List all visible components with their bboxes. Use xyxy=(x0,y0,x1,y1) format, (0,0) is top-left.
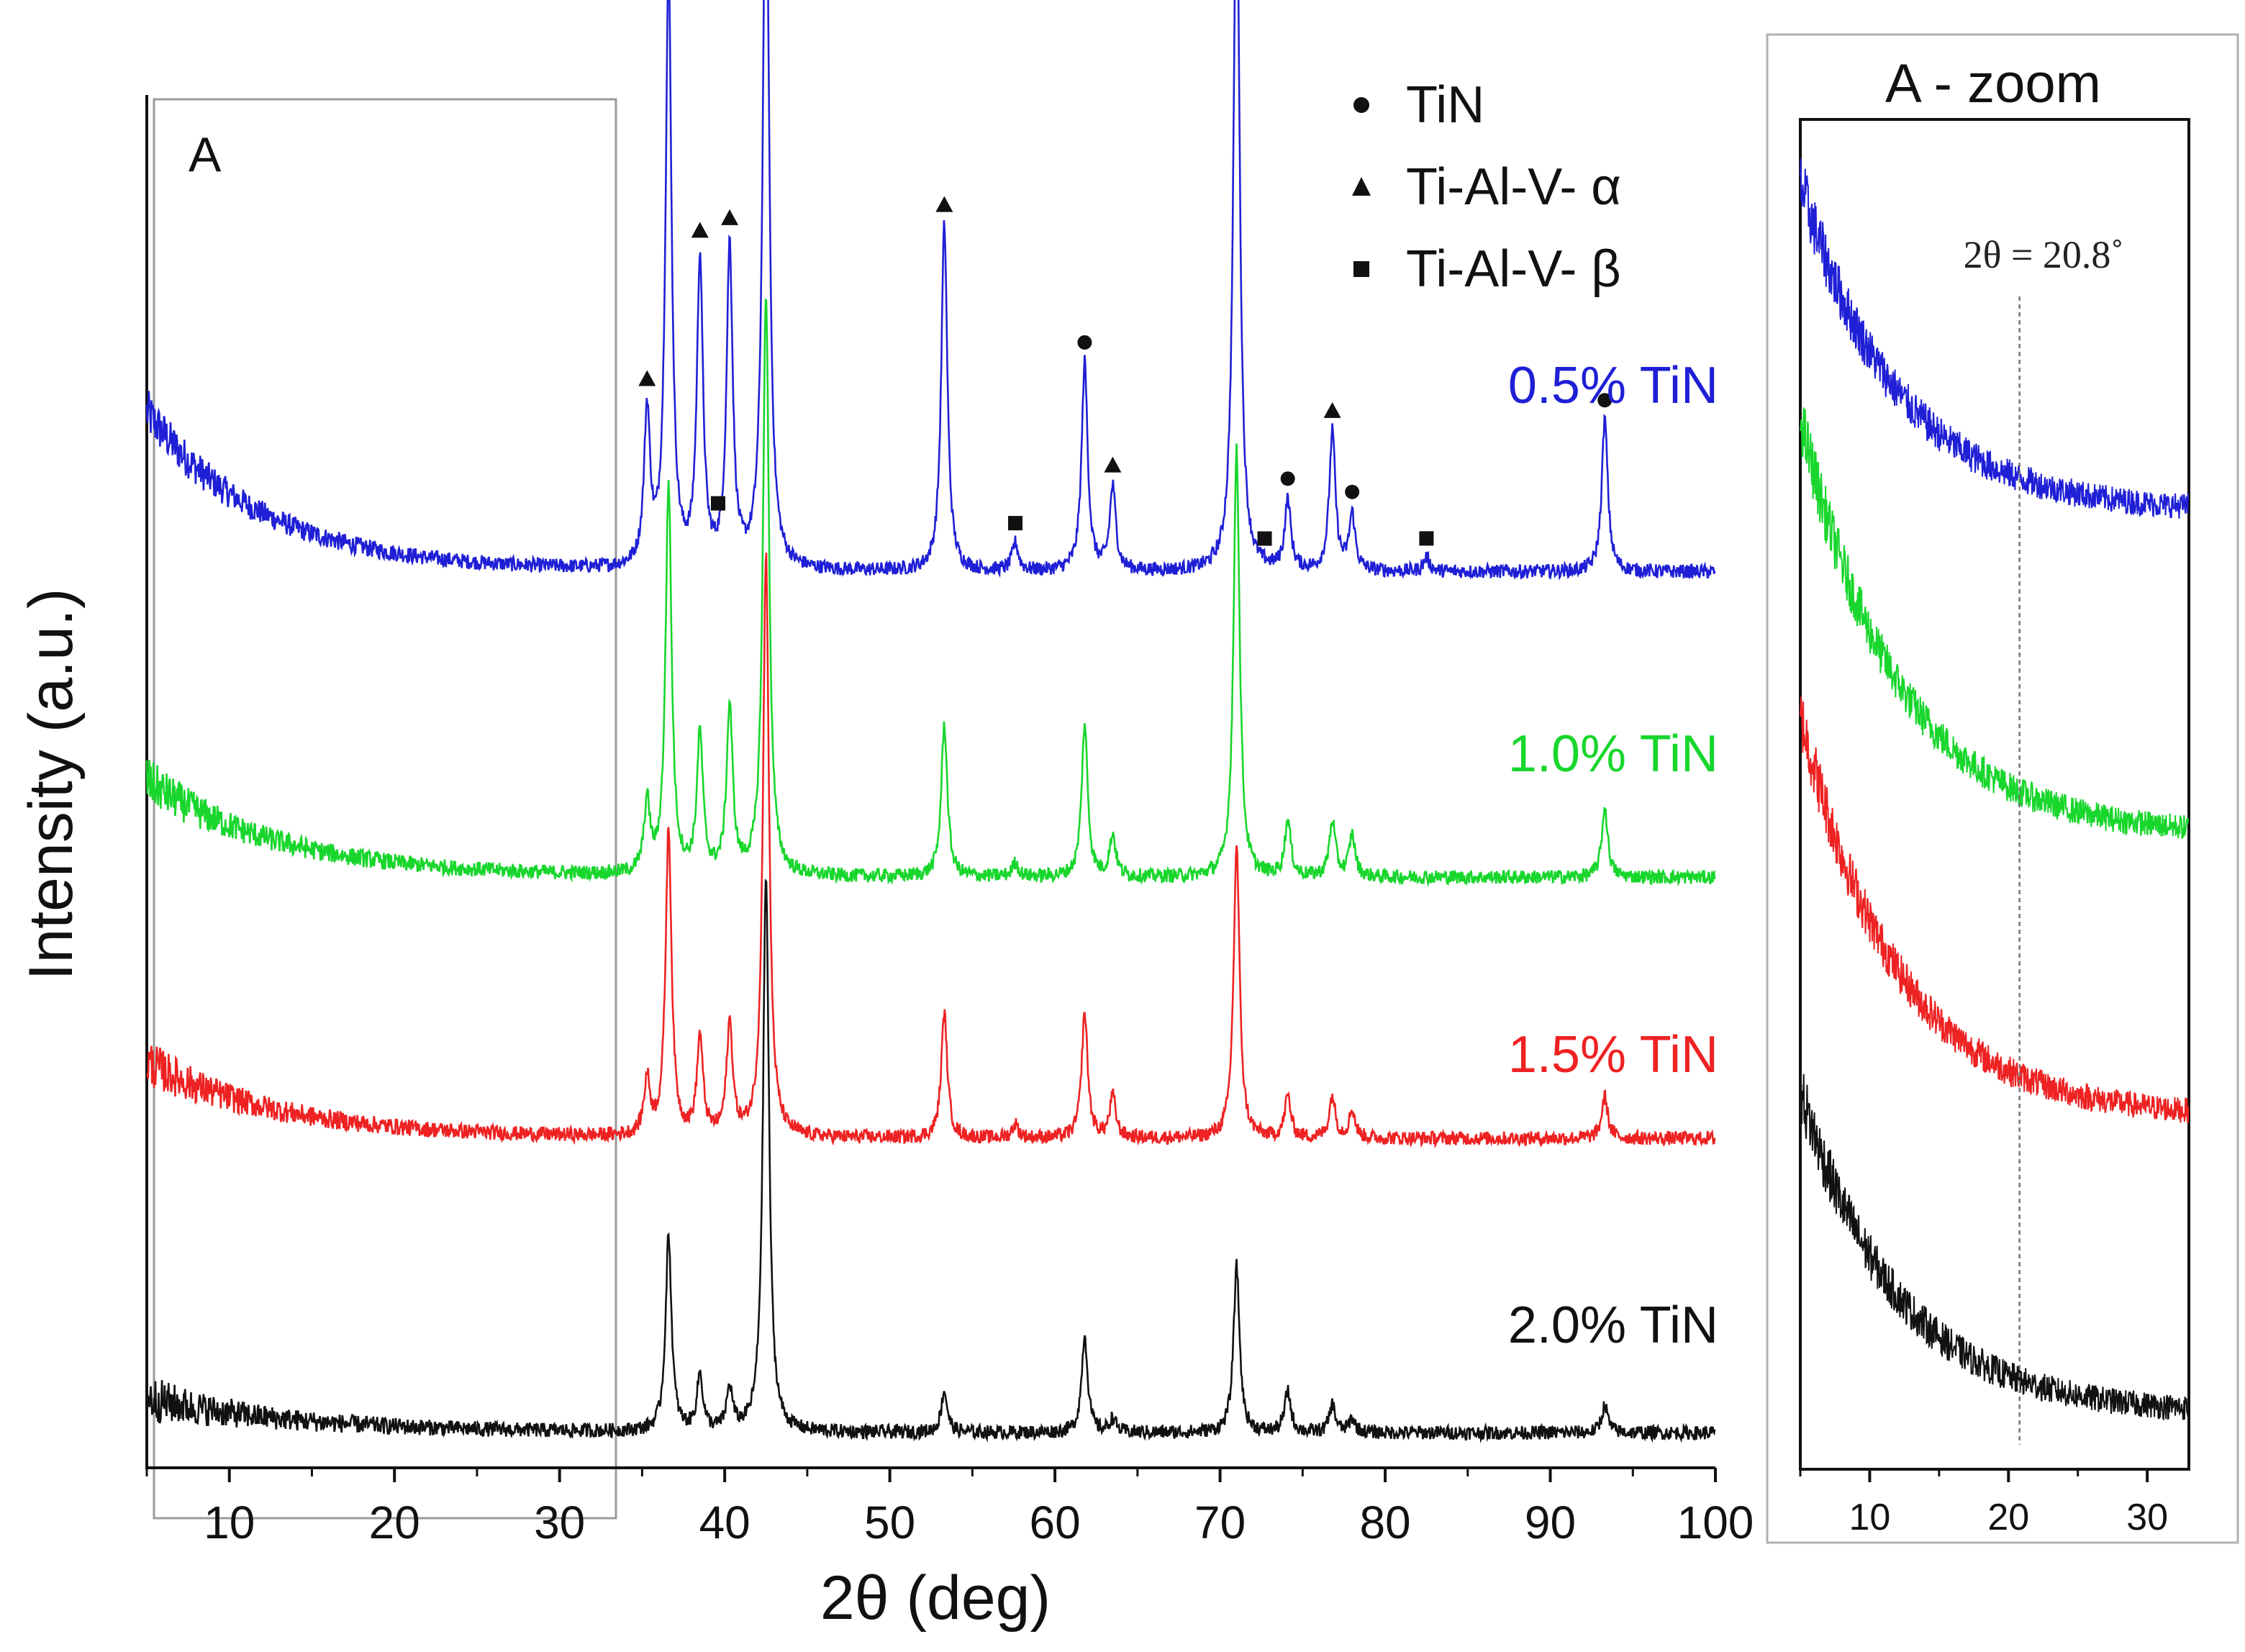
legend-label-0: TiN xyxy=(1406,76,1484,134)
x-tick-label-80: 80 xyxy=(1359,1497,1410,1548)
series-label-1: 1.0% TiN xyxy=(1508,725,1718,783)
x-tick-label-40: 40 xyxy=(699,1497,750,1548)
marker-triangle-35.3 xyxy=(638,370,656,386)
y-axis-label: Intensity (a.u.) xyxy=(17,589,86,981)
x-tick-label-90: 90 xyxy=(1525,1497,1576,1548)
marker-square-82.5 xyxy=(1419,531,1434,546)
trace-1-0-TiN xyxy=(145,298,1716,887)
x-tick-label-100: 100 xyxy=(1677,1497,1754,1548)
series-label-0: 0.5% TiN xyxy=(1508,357,1718,414)
x-tick-label-70: 70 xyxy=(1194,1497,1246,1548)
trace-2-0-TiN xyxy=(145,878,1716,1443)
series-label-3: 2.0% TiN xyxy=(1508,1297,1718,1354)
inset-trace-0-5-TiN xyxy=(1800,158,2190,519)
trace-1-5-TiN xyxy=(145,553,1716,1149)
x-axis-label: 2θ (deg) xyxy=(820,1564,1051,1633)
marker-circle-74.1 xyxy=(1280,471,1295,486)
inset-frame xyxy=(1766,33,2239,1544)
inset-title: A - zoom xyxy=(1885,53,2101,114)
marker-circle-61.8 xyxy=(1077,335,1092,350)
legend-symbol-circle xyxy=(1353,97,1369,113)
inset-trace-1-5-TiN xyxy=(1800,696,2190,1124)
marker-triangle-63.5 xyxy=(1104,456,1122,473)
marker-triangle-38.5 xyxy=(691,222,709,238)
legend-label-2: Ti-Al-V- β xyxy=(1406,240,1621,298)
x-tick-label-50: 50 xyxy=(864,1497,915,1548)
marker-square-57.6 xyxy=(1008,516,1023,531)
zoom-region-label: A xyxy=(189,127,222,182)
x-tick-label-30: 30 xyxy=(534,1497,585,1548)
x-tick-label-10: 10 xyxy=(204,1497,255,1548)
x-tick-label-60: 60 xyxy=(1030,1497,1081,1548)
series-labels: 0.5% TiN 1.0% TiN 1.5% TiN 2.0% TiN xyxy=(1508,357,1718,1354)
trace-0-5-TiN xyxy=(145,0,1716,581)
x-tick-label-20: 20 xyxy=(369,1497,420,1548)
legend: TiN Ti-Al-V- α Ti-Al-V- β xyxy=(1352,76,1621,298)
inset-x-ticks: 10 20 30 xyxy=(1799,1469,2168,1538)
inset-trace-2-0-TiN xyxy=(1800,1066,2190,1421)
marker-square-39.6 xyxy=(710,496,725,511)
inset-plot-box xyxy=(1799,118,2190,1471)
inset-tick-label-10: 10 xyxy=(1849,1497,1891,1538)
marker-triangle-76.8 xyxy=(1323,401,1341,418)
main-panel: A 10 20 30 40 50 60 70 80 90 100 0.5% TiN 1.0% TiN… xyxy=(17,0,1754,1633)
marker-triangle-40.3 xyxy=(721,209,739,225)
inset-panel: A - zoom 10 20 30 2θ = 20.8˚ xyxy=(1766,33,2239,1544)
marker-triangle-53.3 xyxy=(935,196,953,212)
legend-symbol-square xyxy=(1353,261,1369,277)
series-label-2: 1.5% TiN xyxy=(1508,1026,1718,1084)
legend-symbol-triangle xyxy=(1352,177,1371,196)
marker-circle-93.3 xyxy=(1597,393,1613,408)
x-ticks: 10 20 30 40 50 60 70 80 90 100 xyxy=(145,1468,1754,1548)
main-traces xyxy=(145,0,1716,1443)
marker-square-72.7 xyxy=(1257,531,1272,546)
inset-traces xyxy=(1800,158,2190,1421)
inset-tick-label-20: 20 xyxy=(1987,1497,2029,1538)
zoom-region-box xyxy=(153,98,617,1520)
inset-tick-label-30: 30 xyxy=(2126,1497,2168,1538)
inset-annotation: 2θ = 20.8˚ xyxy=(1964,233,2124,276)
marker-circle-78 xyxy=(1345,484,1360,499)
inset-trace-1-0-TiN xyxy=(1800,407,2190,840)
phase-markers xyxy=(638,196,1613,546)
legend-label-1: Ti-Al-V- α xyxy=(1406,158,1621,216)
